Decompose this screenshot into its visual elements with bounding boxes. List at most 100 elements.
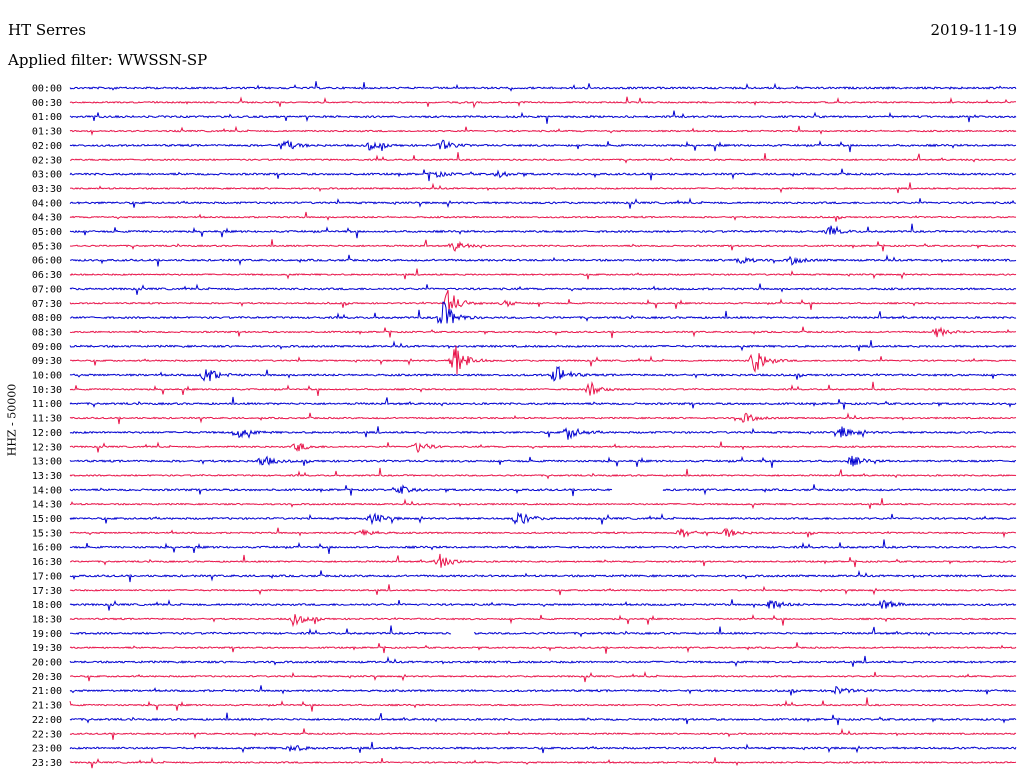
trace-line	[69, 326, 1017, 339]
trace-line	[69, 498, 1017, 510]
time-label: 21:30	[32, 701, 62, 712]
trace-line	[69, 455, 1016, 468]
trace-line	[69, 340, 1017, 352]
time-label: 19:30	[32, 643, 62, 654]
trace-line	[69, 741, 1017, 754]
time-label: 01:30	[32, 127, 62, 138]
trace-line	[69, 655, 1017, 668]
trace-line	[69, 81, 1017, 92]
trace-line	[69, 426, 1017, 440]
time-label: 13:30	[32, 471, 62, 482]
time-label: 18:00	[32, 600, 62, 611]
time-label: 06:30	[32, 270, 62, 281]
trace-line	[69, 642, 1017, 654]
trace-line	[69, 727, 1017, 740]
time-label: 08:30	[32, 327, 62, 338]
time-label: 01:00	[32, 112, 62, 123]
trace-line	[69, 168, 1017, 182]
time-label: 04:00	[32, 198, 62, 209]
trace-line	[69, 139, 1017, 153]
trace-line	[69, 697, 1017, 712]
time-label: 03:00	[32, 170, 62, 181]
trace-line	[69, 268, 1017, 280]
trace-line	[69, 412, 1017, 425]
trace-line	[69, 381, 1017, 396]
time-label: 08:00	[32, 313, 62, 324]
time-label: 09:00	[32, 342, 62, 353]
station-name: HT Serres	[8, 21, 86, 39]
trace-line	[69, 625, 1017, 638]
trace-line	[69, 484, 1017, 497]
trace-line	[69, 96, 1016, 109]
trace-line	[69, 467, 1017, 480]
time-label: 00:00	[32, 84, 62, 95]
trace-line	[69, 757, 1017, 769]
time-label: 10:00	[32, 371, 62, 382]
trace-line	[70, 553, 1017, 568]
trace-line	[69, 182, 1017, 194]
time-label: 18:30	[32, 614, 62, 625]
time-label: 07:00	[32, 284, 62, 295]
trace-line	[69, 685, 1017, 696]
time-label: 13:00	[32, 457, 62, 468]
trace-line	[69, 365, 1017, 382]
time-label: 19:00	[32, 629, 62, 640]
trace-line	[69, 539, 1017, 554]
filter-label: Applied filter: WWSSN-SP	[8, 51, 208, 69]
time-label: 20:00	[32, 658, 62, 669]
time-label: 07:30	[32, 299, 62, 310]
trace-line	[69, 345, 1017, 375]
time-label: 16:30	[32, 557, 62, 568]
trace-line	[69, 239, 1017, 252]
time-label: 03:30	[32, 184, 62, 195]
time-label: 12:30	[32, 442, 62, 453]
time-label: 06:00	[32, 256, 62, 267]
trace-line	[70, 152, 1016, 164]
time-label: 11:30	[32, 414, 62, 425]
trace-line	[69, 569, 1017, 583]
time-label: 23:00	[32, 744, 62, 755]
trace-line	[69, 614, 1017, 628]
time-label: 09:30	[32, 356, 62, 367]
trace-line	[69, 527, 1016, 539]
trace-line	[69, 441, 1017, 454]
trace-line	[69, 197, 1017, 209]
time-label: 11:00	[32, 399, 62, 410]
trace-line	[69, 211, 1017, 222]
trace-line	[69, 396, 1017, 410]
time-label: 23:30	[32, 758, 62, 769]
time-label: 16:00	[32, 543, 62, 554]
time-label: 02:30	[32, 155, 62, 166]
time-label: 00:30	[32, 98, 62, 109]
time-label: 05:00	[32, 227, 62, 238]
trace-line	[69, 289, 1017, 312]
trace-line	[69, 301, 1017, 324]
time-label: 14:00	[32, 485, 62, 496]
time-label: 04:30	[32, 213, 62, 224]
time-label: 22:30	[32, 729, 62, 740]
time-label: 14:30	[32, 500, 62, 511]
trace-line	[69, 712, 1017, 726]
time-label: 22:00	[32, 715, 62, 726]
time-label: 05:30	[32, 241, 62, 252]
time-label: 20:30	[32, 672, 62, 683]
time-label: 12:00	[32, 428, 62, 439]
trace-line	[69, 670, 1017, 683]
trace-line	[69, 283, 1017, 295]
record-date: 2019-11-19	[930, 21, 1017, 39]
trace-line	[69, 125, 1017, 136]
trace-line	[69, 584, 1017, 596]
time-label: 17:30	[32, 586, 62, 597]
trace-line	[69, 254, 1017, 267]
time-label: 02:00	[32, 141, 62, 152]
trace-line	[69, 599, 1017, 611]
trace-line	[69, 511, 1017, 526]
time-label: 15:30	[32, 528, 62, 539]
trace-line	[69, 223, 1017, 239]
time-label: 17:00	[32, 571, 62, 582]
trace-line	[69, 110, 1017, 124]
time-label: 21:00	[32, 686, 62, 697]
time-label: 10:30	[32, 385, 62, 396]
time-label: 15:00	[32, 514, 62, 525]
